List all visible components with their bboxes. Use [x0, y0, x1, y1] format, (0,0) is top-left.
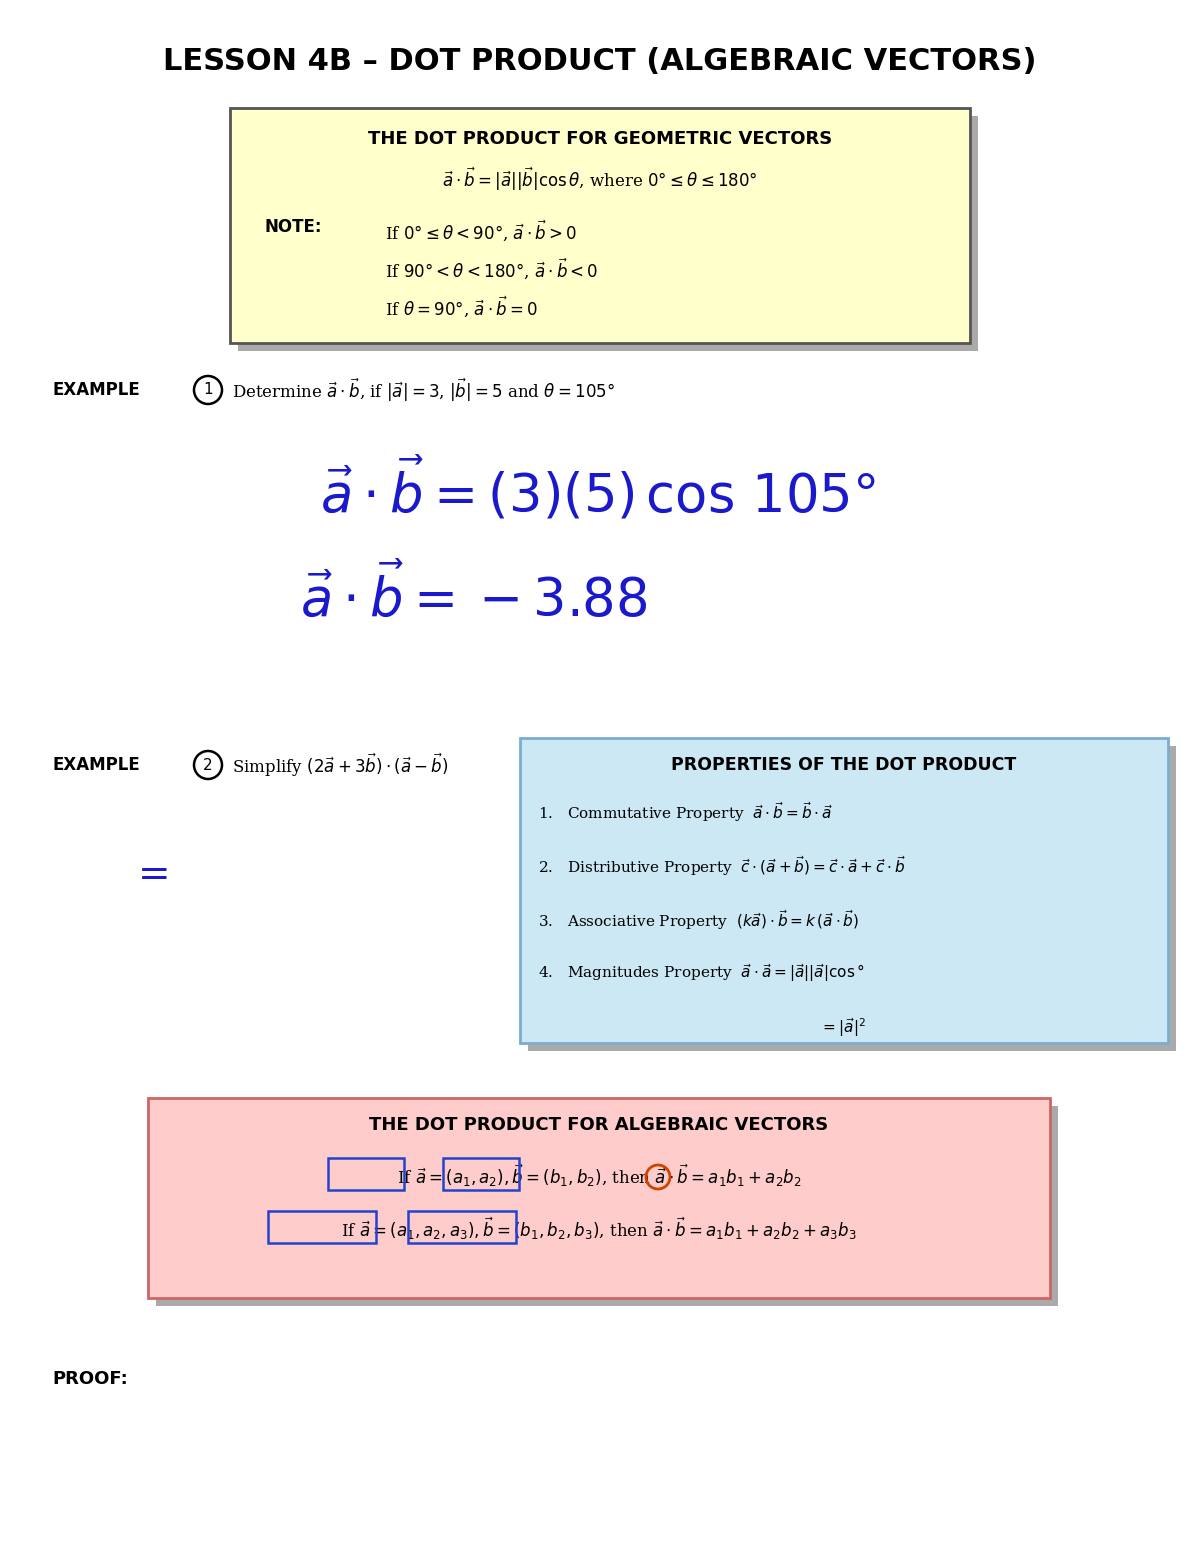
Text: LESSON 4B – DOT PRODUCT (ALGEBRAIC VECTORS): LESSON 4B – DOT PRODUCT (ALGEBRAIC VECTO…: [163, 48, 1037, 76]
Text: 4.   Magnitudes Property  $\vec{a} \cdot \vec{a} = |\vec{a}||\vec{a}|\cos°$: 4. Magnitudes Property $\vec{a} \cdot \v…: [538, 963, 865, 984]
Text: THE DOT PRODUCT FOR GEOMETRIC VECTORS: THE DOT PRODUCT FOR GEOMETRIC VECTORS: [368, 131, 832, 148]
FancyBboxPatch shape: [238, 117, 978, 351]
Text: NOTE:: NOTE:: [265, 218, 323, 236]
Text: Determine $\vec{a} \cdot \vec{b}$, if $|\vec{a}| = 3$, $|\vec{b}| = 5$ and $\the: Determine $\vec{a} \cdot \vec{b}$, if $|…: [232, 376, 614, 404]
FancyBboxPatch shape: [520, 739, 1168, 1043]
Text: EXAMPLE: EXAMPLE: [52, 756, 139, 774]
FancyBboxPatch shape: [148, 1098, 1050, 1298]
Text: 2: 2: [203, 757, 212, 773]
Text: PROOF:: PROOF:: [52, 1370, 127, 1389]
Text: $=$: $=$: [130, 855, 168, 893]
Text: If $\vec{a} = (a_1, a_2, a_3), \vec{b} = (b_1, b_2, b_3)$, then $\vec{a} \cdot \: If $\vec{a} = (a_1, a_2, a_3), \vec{b} =…: [341, 1216, 857, 1242]
Text: EXAMPLE: EXAMPLE: [52, 381, 139, 400]
Text: 3.   Associative Property  $(k\vec{a}) \cdot \vec{b} = k\,(\vec{a} \cdot \vec{b}: 3. Associative Property $(k\vec{a}) \cdo…: [538, 908, 859, 931]
FancyBboxPatch shape: [156, 1106, 1058, 1306]
Text: PROPERTIES OF THE DOT PRODUCT: PROPERTIES OF THE DOT PRODUCT: [671, 756, 1016, 774]
Text: If $\theta = 90°$, $\vec{a} \cdot \vec{b} = 0$: If $\theta = 90°$, $\vec{a} \cdot \vec{b…: [385, 294, 538, 319]
Text: $= |\vec{a}|^2$: $= |\vec{a}|^2$: [820, 1015, 866, 1039]
Text: $\vec{a} \cdot \vec{b} = (3)(5)\,\cos\,105°$: $\vec{a} \cdot \vec{b} = (3)(5)\,\cos\,1…: [320, 456, 876, 522]
Text: If $90° < \theta < 180°$, $\vec{a} \cdot \vec{b} < 0$: If $90° < \theta < 180°$, $\vec{a} \cdot…: [385, 257, 599, 281]
Text: $\vec{a} \cdot \vec{b} = -3.88$: $\vec{a} \cdot \vec{b} = -3.88$: [300, 564, 647, 627]
Text: THE DOT PRODUCT FOR ALGEBRAIC VECTORS: THE DOT PRODUCT FOR ALGEBRAIC VECTORS: [370, 1116, 829, 1134]
Text: If $0° \leq \theta < 90°$, $\vec{a} \cdot \vec{b} > 0$: If $0° \leq \theta < 90°$, $\vec{a} \cdo…: [385, 218, 577, 243]
Text: Simplify $(2\vec{a} + 3\vec{b}) \cdot (\vec{a} - \vec{b})$: Simplify $(2\vec{a} + 3\vec{b}) \cdot (\…: [232, 751, 449, 779]
FancyBboxPatch shape: [528, 746, 1176, 1051]
FancyBboxPatch shape: [230, 107, 970, 344]
Text: $\vec{a} \cdot \vec{b} = |\vec{a}||\vec{b}|\cos\theta$, where $0° \leq \theta \l: $\vec{a} \cdot \vec{b} = |\vec{a}||\vec{…: [442, 166, 758, 193]
Text: 2.   Distributive Property  $\vec{c} \cdot (\vec{a} + \vec{b}) = \vec{c} \cdot \: 2. Distributive Property $\vec{c} \cdot …: [538, 854, 906, 879]
Text: 1: 1: [203, 383, 212, 398]
Text: If $\vec{a} = (a_1, a_2), \vec{b} = (b_1, b_2)$, then $\vec{a} \cdot \vec{b} = a: If $\vec{a} = (a_1, a_2), \vec{b} = (b_1…: [397, 1163, 802, 1190]
Text: 1.   Commutative Property  $\vec{a} \cdot \vec{b} = \vec{b} \cdot \vec{a}$: 1. Commutative Property $\vec{a} \cdot \…: [538, 799, 833, 824]
